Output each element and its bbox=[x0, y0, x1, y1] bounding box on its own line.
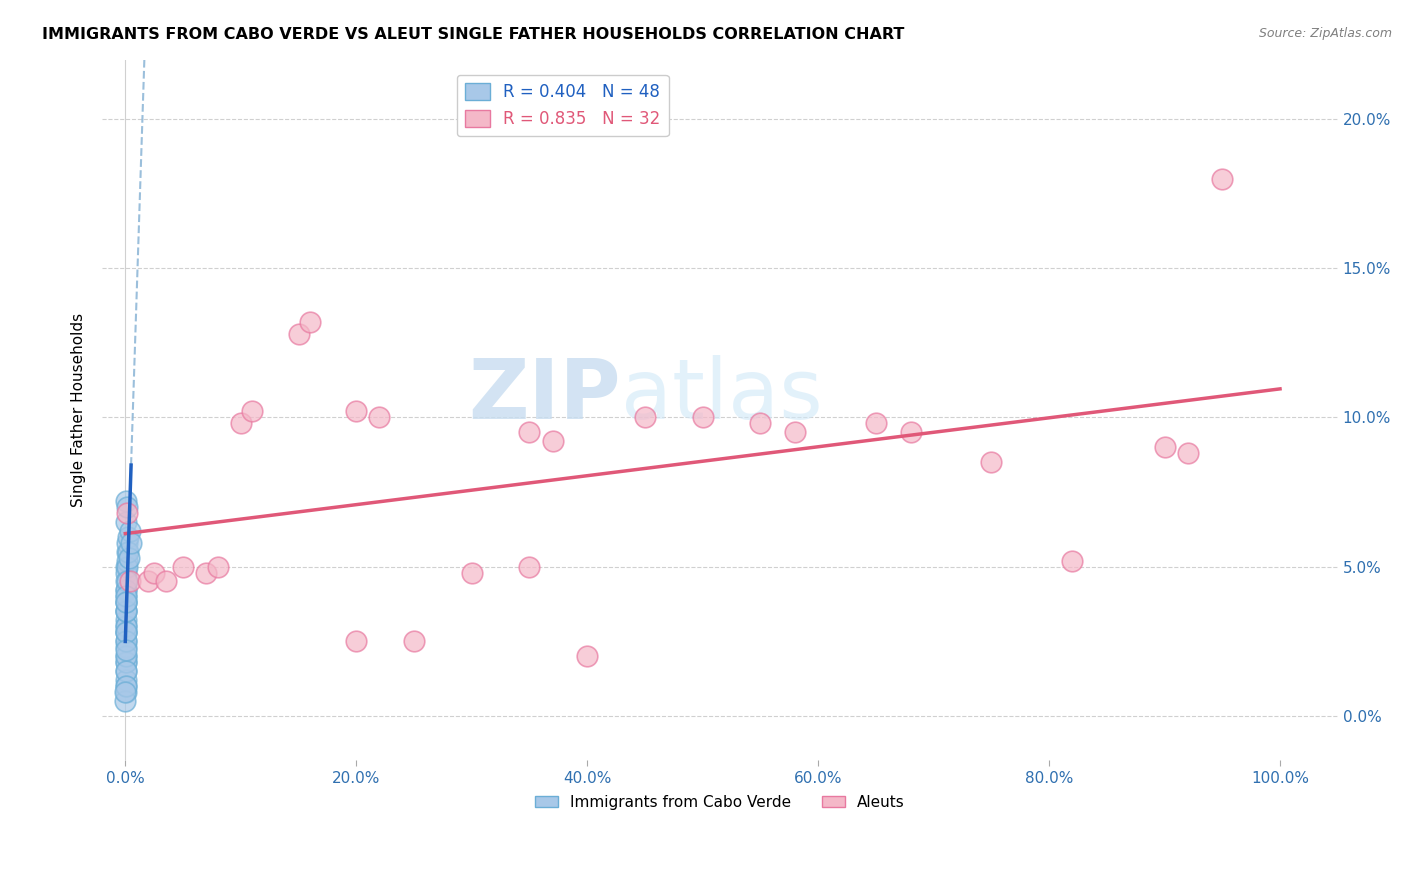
Point bbox=[115, 559, 138, 574]
Point bbox=[118, 574, 141, 589]
Point bbox=[576, 648, 599, 663]
Point bbox=[115, 648, 138, 663]
Point bbox=[115, 590, 138, 604]
Point bbox=[865, 417, 887, 431]
Point bbox=[299, 315, 322, 329]
Point bbox=[115, 619, 138, 633]
Point bbox=[240, 404, 263, 418]
Point bbox=[143, 566, 166, 580]
Point bbox=[115, 544, 138, 558]
Point bbox=[115, 574, 138, 589]
Point bbox=[402, 634, 425, 648]
Point bbox=[118, 550, 141, 565]
Point bbox=[519, 425, 541, 440]
Point bbox=[114, 595, 136, 609]
Point bbox=[114, 673, 136, 687]
Point bbox=[114, 685, 136, 699]
Point bbox=[115, 583, 138, 598]
Point bbox=[115, 643, 138, 657]
Point bbox=[117, 544, 139, 558]
Text: IMMIGRANTS FROM CABO VERDE VS ALEUT SINGLE FATHER HOUSEHOLDS CORRELATION CHART: IMMIGRANTS FROM CABO VERDE VS ALEUT SING… bbox=[42, 27, 904, 42]
Text: atlas: atlas bbox=[621, 356, 823, 436]
Point bbox=[115, 583, 138, 598]
Point bbox=[115, 590, 138, 604]
Point bbox=[749, 417, 772, 431]
Point bbox=[980, 455, 1002, 469]
Point bbox=[1153, 440, 1175, 454]
Y-axis label: Single Father Households: Single Father Households bbox=[72, 313, 86, 507]
Point bbox=[114, 664, 136, 678]
Point bbox=[519, 559, 541, 574]
Point bbox=[541, 434, 564, 449]
Point bbox=[1177, 446, 1199, 460]
Point bbox=[287, 326, 309, 341]
Point bbox=[114, 619, 136, 633]
Point bbox=[114, 694, 136, 708]
Point bbox=[114, 625, 136, 640]
Point bbox=[114, 634, 136, 648]
Point bbox=[117, 530, 139, 544]
Point bbox=[172, 559, 194, 574]
Point bbox=[115, 574, 138, 589]
Point bbox=[115, 535, 138, 549]
Point bbox=[155, 574, 177, 589]
Point bbox=[114, 625, 136, 640]
Point bbox=[114, 634, 136, 648]
Point bbox=[783, 425, 806, 440]
Point bbox=[115, 625, 138, 640]
Point bbox=[344, 634, 367, 648]
Point bbox=[114, 679, 136, 693]
Point bbox=[115, 604, 138, 618]
Text: Source: ZipAtlas.com: Source: ZipAtlas.com bbox=[1258, 27, 1392, 40]
Point bbox=[229, 417, 252, 431]
Point bbox=[114, 685, 136, 699]
Point bbox=[207, 559, 229, 574]
Point bbox=[461, 566, 484, 580]
Point bbox=[114, 655, 136, 669]
Point bbox=[1062, 553, 1084, 567]
Point bbox=[344, 404, 367, 418]
Point bbox=[114, 664, 136, 678]
Point bbox=[115, 566, 138, 580]
Point bbox=[117, 553, 139, 567]
Point bbox=[368, 410, 391, 425]
Point bbox=[114, 613, 136, 627]
Point bbox=[115, 640, 138, 654]
Point bbox=[115, 604, 138, 618]
Point bbox=[692, 410, 714, 425]
Point bbox=[115, 500, 138, 514]
Point bbox=[115, 595, 138, 609]
Point bbox=[1211, 172, 1233, 186]
Point bbox=[114, 679, 136, 693]
Point bbox=[115, 506, 138, 520]
Point bbox=[115, 494, 138, 508]
Legend: Immigrants from Cabo Verde, Aleuts: Immigrants from Cabo Verde, Aleuts bbox=[529, 789, 911, 816]
Point bbox=[634, 410, 657, 425]
Point bbox=[120, 535, 142, 549]
Point bbox=[115, 559, 138, 574]
Point bbox=[114, 655, 136, 669]
Text: ZIP: ZIP bbox=[468, 356, 621, 436]
Point bbox=[114, 648, 136, 663]
Point bbox=[115, 515, 138, 529]
Point bbox=[118, 524, 141, 538]
Point bbox=[138, 574, 160, 589]
Point bbox=[115, 595, 138, 609]
Point bbox=[115, 604, 138, 618]
Point bbox=[900, 425, 922, 440]
Point bbox=[195, 566, 218, 580]
